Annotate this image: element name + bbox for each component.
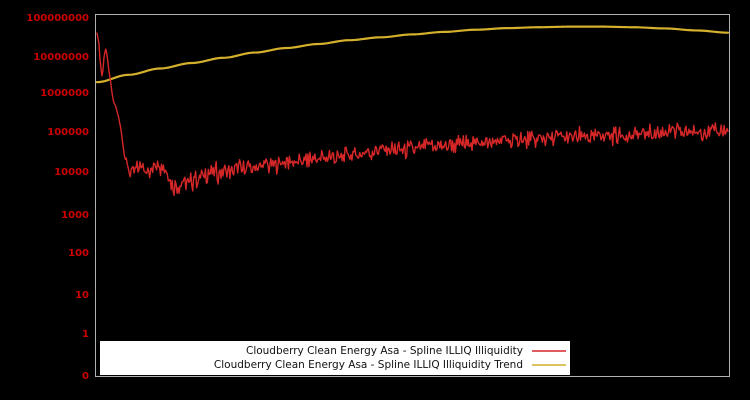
legend-background	[100, 341, 570, 375]
y-tick-label: 10000	[54, 167, 89, 178]
y-tick-label: 10000000	[33, 52, 89, 63]
y-tick-label: 100	[68, 248, 89, 259]
y-tick-label: 1	[82, 329, 89, 340]
y-tick-label: 100000000	[26, 13, 89, 24]
legend-label-illiquidity: Cloudberry Clean Energy Asa - Spline ILL…	[246, 345, 523, 357]
chart-legend[interactable]: Cloudberry Clean Energy Asa - Spline ILL…	[100, 341, 570, 375]
plot-frame	[95, 14, 730, 377]
trend-line-series	[96, 25, 729, 84]
y-tick-label: 100000	[47, 127, 89, 138]
legend-label-illiquidity-trend: Cloudberry Clean Energy Asa - Spline ILL…	[214, 359, 523, 371]
y-tick-label: 1000	[61, 210, 89, 221]
y-tick-label: 10	[75, 290, 89, 301]
y-axis-tick-labels: 1000000001000000010000001000001000010001…	[26, 13, 89, 382]
illiquidity-line-series	[96, 32, 729, 197]
y-tick-label: 1000000	[40, 88, 89, 99]
y-tick-label: 0	[82, 371, 89, 382]
